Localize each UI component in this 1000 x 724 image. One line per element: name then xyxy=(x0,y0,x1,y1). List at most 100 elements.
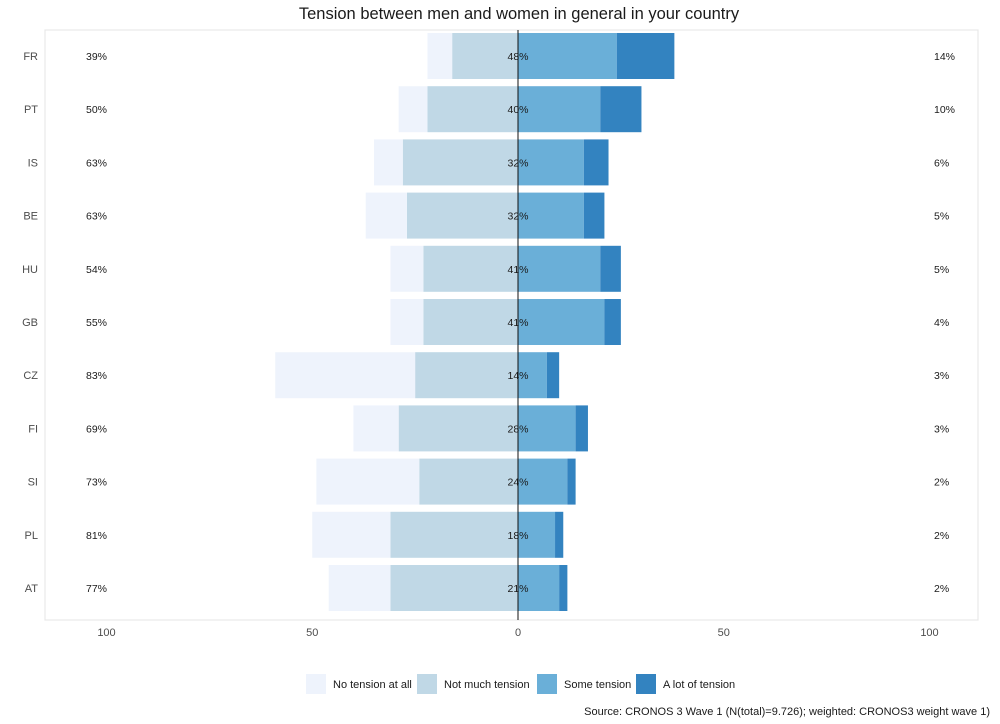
bar-be-some-tension xyxy=(518,192,584,239)
legend-label: Some tension xyxy=(564,679,631,691)
bar-si-not-much-tension xyxy=(419,458,518,505)
bar-cz-a-lot-of-tension xyxy=(546,352,560,399)
left-percent-label: 77% xyxy=(86,583,107,595)
left-percent-label: 83% xyxy=(86,370,107,382)
bar-fi-no-tension-at-all xyxy=(353,405,399,452)
right-percent-label: 6% xyxy=(934,157,949,169)
bar-pt-some-tension xyxy=(518,86,601,133)
right-percent-label: 5% xyxy=(934,264,949,276)
bar-be-a-lot-of-tension xyxy=(583,192,605,239)
bar-pt-a-lot-of-tension xyxy=(600,86,642,133)
left-percent-label: 63% xyxy=(86,211,107,223)
left-percent-label: 54% xyxy=(86,264,107,276)
bar-cz-no-tension-at-all xyxy=(275,352,416,399)
labels-layer: FR 39% 48% 14% PT 50% 40% 10% IS 63% 32% 6% BE 63% 32%… xyxy=(22,51,955,595)
bar-pl-not-much-tension xyxy=(390,511,518,558)
bar-hu-a-lot-of-tension xyxy=(600,245,621,292)
bar-be-no-tension-at-all xyxy=(365,192,407,239)
right-percent-label: 2% xyxy=(934,583,949,595)
x-tick-label: 50 xyxy=(718,627,730,639)
center-percent-label: 32% xyxy=(507,211,528,223)
legend-swatch xyxy=(417,674,437,694)
right-percent-label: 5% xyxy=(934,211,949,223)
bar-si-some-tension xyxy=(518,458,568,505)
bar-at-some-tension xyxy=(518,565,560,611)
left-percent-label: 39% xyxy=(86,51,107,63)
category-label: HU xyxy=(22,264,38,276)
bar-pt-not-much-tension xyxy=(427,86,518,133)
left-percent-label: 73% xyxy=(86,477,107,489)
x-tick-label: 50 xyxy=(306,627,318,639)
left-percent-label: 55% xyxy=(86,317,107,329)
bar-cz-some-tension xyxy=(518,352,547,399)
bar-fr-no-tension-at-all xyxy=(427,33,453,79)
center-percent-label: 48% xyxy=(507,51,528,63)
center-percent-label: 14% xyxy=(507,370,528,382)
legend: No tension at all Not much tension Some te… xyxy=(306,674,735,694)
bar-si-a-lot-of-tension xyxy=(567,458,576,505)
bar-fr-not-much-tension xyxy=(452,33,518,79)
bar-is-not-much-tension xyxy=(402,139,518,186)
center-percent-label: 21% xyxy=(507,583,528,595)
right-percent-label: 10% xyxy=(934,104,955,116)
category-label: IS xyxy=(28,157,38,169)
bar-be-not-much-tension xyxy=(406,192,518,239)
category-label: FR xyxy=(23,51,38,63)
center-percent-label: 40% xyxy=(507,104,528,116)
bar-fr-some-tension xyxy=(518,33,617,79)
category-label: FI xyxy=(28,423,38,435)
panel-border xyxy=(44,29,979,621)
left-percent-label: 63% xyxy=(86,157,107,169)
bar-is-no-tension-at-all xyxy=(373,139,403,186)
legend-label: No tension at all xyxy=(333,679,412,691)
right-percent-label: 2% xyxy=(934,477,949,489)
x-tick-label: 100 xyxy=(920,627,938,639)
x-tick-label: 100 xyxy=(97,627,115,639)
legend-swatch xyxy=(636,674,656,694)
category-label: BE xyxy=(23,211,38,223)
bar-cz-not-much-tension xyxy=(415,352,518,399)
category-label: SI xyxy=(28,477,38,489)
bar-hu-no-tension-at-all xyxy=(390,245,424,292)
legend-swatch xyxy=(537,674,557,694)
x-tick-label: 0 xyxy=(515,627,521,639)
x-axis: 100 50 0 50 100 xyxy=(97,627,938,639)
bar-hu-not-much-tension xyxy=(423,245,518,292)
category-label: PL xyxy=(25,530,38,542)
bar-gb-no-tension-at-all xyxy=(390,299,424,345)
bar-hu-some-tension xyxy=(518,245,601,292)
right-percent-label: 3% xyxy=(934,423,949,435)
legend-label: A lot of tension xyxy=(663,679,735,691)
left-percent-label: 81% xyxy=(86,530,107,542)
bar-pt-no-tension-at-all xyxy=(398,86,428,133)
bar-is-a-lot-of-tension xyxy=(583,139,609,186)
bars-layer xyxy=(275,33,675,611)
bar-gb-some-tension xyxy=(518,299,605,345)
source-note: Source: CRONOS 3 Wave 1 (N(total)=9.726)… xyxy=(584,706,990,718)
right-percent-label: 14% xyxy=(934,51,955,63)
bar-at-no-tension-at-all xyxy=(328,565,391,611)
bar-si-no-tension-at-all xyxy=(316,458,420,505)
right-percent-label: 2% xyxy=(934,530,949,542)
bar-pl-a-lot-of-tension xyxy=(555,511,564,558)
center-percent-label: 41% xyxy=(507,264,528,276)
bar-is-some-tension xyxy=(518,139,584,186)
bar-fi-a-lot-of-tension xyxy=(575,405,588,452)
left-percent-label: 69% xyxy=(86,423,107,435)
bar-pl-no-tension-at-all xyxy=(312,511,391,558)
bar-fr-a-lot-of-tension xyxy=(616,33,675,79)
bar-gb-not-much-tension xyxy=(423,299,518,345)
bar-pl-some-tension xyxy=(518,511,556,558)
category-label: CZ xyxy=(23,370,38,382)
left-percent-label: 50% xyxy=(86,104,107,116)
category-label: PT xyxy=(24,104,38,116)
bar-at-a-lot-of-tension xyxy=(559,565,568,611)
center-percent-label: 41% xyxy=(507,317,528,329)
legend-label: Not much tension xyxy=(444,679,530,691)
bar-fi-not-much-tension xyxy=(398,405,518,452)
chart-title: Tension between men and women in general… xyxy=(299,5,740,23)
category-label: GB xyxy=(22,317,38,329)
bar-fi-some-tension xyxy=(518,405,576,452)
legend-swatch xyxy=(306,674,326,694)
